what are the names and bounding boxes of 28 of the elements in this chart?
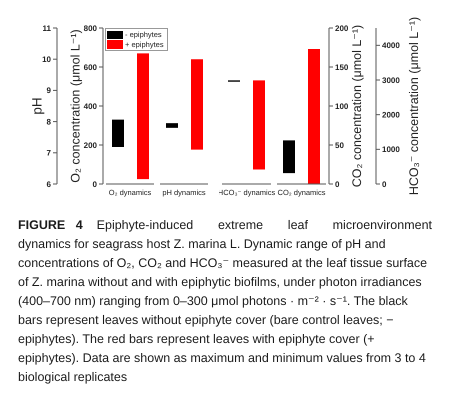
y-axis-title: CO₂ concentration (μmol L⁻¹) xyxy=(350,24,364,188)
y-tick-label: 0 xyxy=(335,180,340,189)
y-axis-title: O₂ concentration (μmol L⁻¹) xyxy=(68,29,82,183)
y2-axis-title: pH xyxy=(30,97,44,115)
y2-tick-label: 6 xyxy=(46,180,52,189)
y-tick-label: 800 xyxy=(84,24,98,33)
y2-tick-label: 4000 xyxy=(382,41,400,50)
y2-tick-label: 2000 xyxy=(382,110,400,120)
y2-tick-label: 7 xyxy=(46,148,52,158)
text: Epiphyte-induced extreme leaf microenvironment xyxy=(96,217,432,234)
y-tick-label: 0 xyxy=(92,180,98,189)
y-tick-label: 400 xyxy=(84,102,98,111)
y-tick-label: 50 xyxy=(335,140,344,150)
y-tick-label: 600 xyxy=(84,62,98,72)
y2-tick-label: 0 xyxy=(382,180,387,189)
y2-tick-label: 11 xyxy=(42,24,52,33)
y2-tick-label: 9 xyxy=(46,86,52,96)
y2-tick-label: 3000 xyxy=(382,76,400,85)
y2-tick-label: 10 xyxy=(42,55,52,64)
y-tick-label: 100 xyxy=(335,102,349,111)
y-tick-label: 200 xyxy=(335,24,349,33)
y-tick-label: 150 xyxy=(335,62,349,72)
y2-tick-label: 8 xyxy=(46,117,52,126)
y-tick-label: 200 xyxy=(84,140,98,150)
text: dynamics for seagrass host Z. marina L. Dynamic range of pH and concentrations of O₂, CO₂ and HCO₃⁻ measured at the leaf tissue surface of Z. marina without and with epiphytic biofilms, under photon irradiances (400–700 nm) ranging from 0–300 μmol photons · m⁻² · s⁻¹. The black bars represent leaves without epiphyte cover (bare control leaves; − epiphytes). The red bars represent leaves with epiphyte cover (+ epiphytes). Data are shown as maximum and minimum values from 3 to 4 biological replicates xyxy=(18,236,428,386)
caption: FIGURE 4 xyxy=(18,217,83,234)
y2-tick-label: 1000 xyxy=(382,145,400,154)
y2-axis-title: HCO₃⁻ concentration (μmol L⁻¹) xyxy=(407,16,421,196)
